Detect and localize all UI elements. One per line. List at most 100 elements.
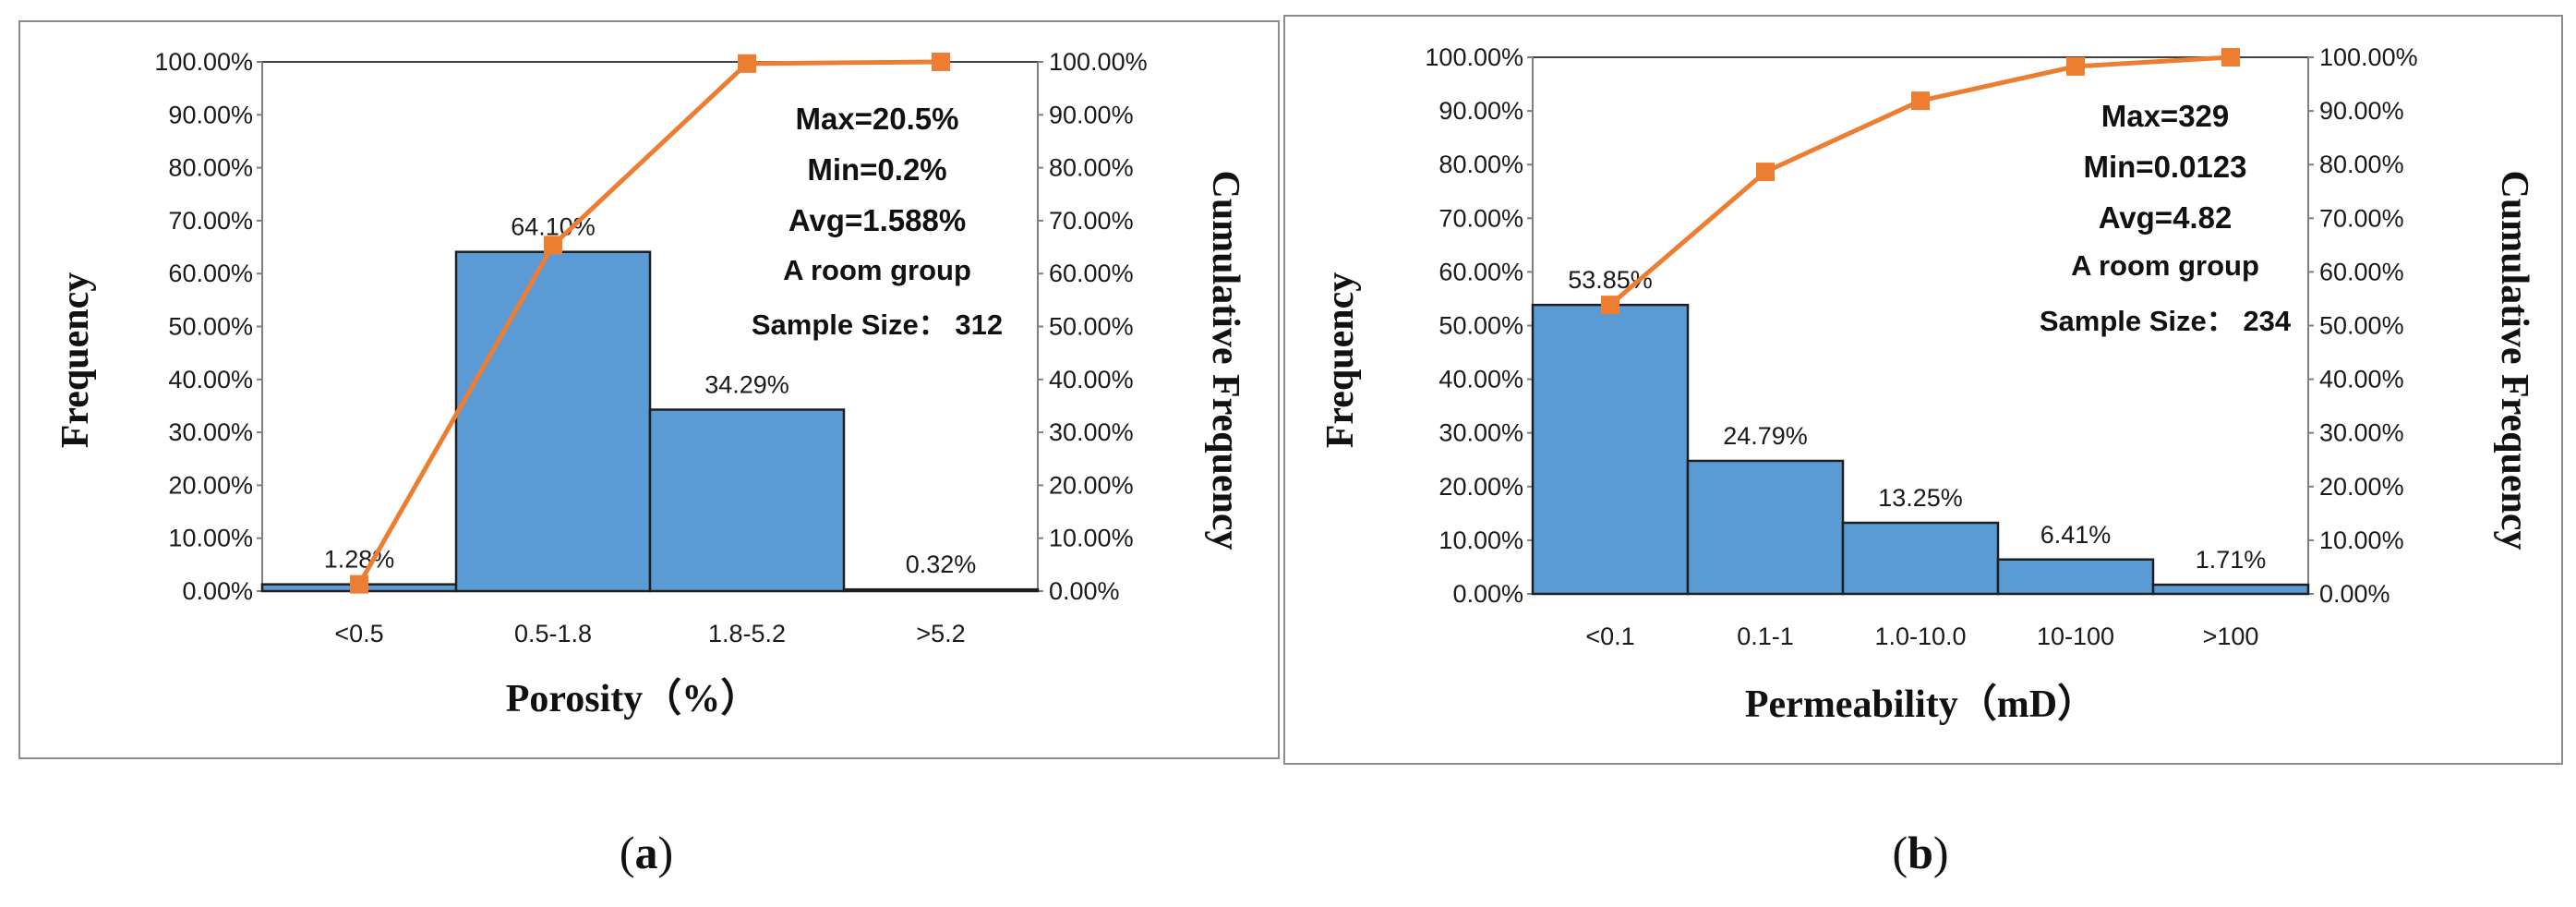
panel-a-sample-size: Sample Size： 312 — [752, 308, 1003, 341]
permeability-y2-tick-label: 30.00% — [2319, 419, 2404, 447]
permeability-cumulative-point — [1601, 296, 1619, 315]
porosity-y2-tick-label: 100.00% — [1049, 48, 1148, 76]
porosity-bar — [842, 587, 1040, 593]
permeability-y-tick-label: 0.00% — [1452, 580, 1523, 608]
permeability-y2-tick-label: 10.00% — [2319, 526, 2404, 554]
panel-b-caption: (b) — [1892, 827, 1948, 878]
porosity-cumulative-point — [738, 54, 756, 73]
porosity-y2-tick-label: 0.00% — [1049, 577, 1120, 605]
permeability-bar — [2151, 583, 2310, 596]
permeability-y2-tick-label: 20.00% — [2319, 473, 2404, 501]
porosity-y-tick-label: 0.00% — [182, 577, 253, 605]
permeability-y2-tick-label: 40.00% — [2319, 366, 2404, 393]
permeability-y-tick-label: 40.00% — [1438, 366, 1523, 393]
permeability-cumulative-point — [2066, 56, 2085, 76]
permeability-x-tick-label: 0.1-1 — [1737, 623, 1794, 650]
permeability-bar-data-label: 13.25% — [1878, 484, 1963, 512]
panel-b-frame — [1283, 15, 2563, 765]
porosity-y-tick-label: 50.00% — [168, 313, 253, 341]
porosity-x-tick-label: 1.8-5.2 — [708, 620, 786, 647]
porosity-y-tick-label: 10.00% — [168, 525, 253, 552]
porosity-y-tick-label: 20.00% — [168, 471, 253, 499]
porosity-cumulative-point — [350, 574, 368, 594]
panel-b-stat-avg: Avg=4.82 — [2099, 200, 2233, 235]
porosity-y2-tick-label: 20.00% — [1049, 471, 1134, 499]
permeability-x-tick-label: 10-100 — [2037, 623, 2114, 650]
porosity-x-tick-label: >5.2 — [916, 620, 965, 647]
porosity-y2-tick-label: 30.00% — [1049, 418, 1134, 446]
porosity-bar-data-label: 1.28% — [324, 546, 395, 574]
permeability-cumulative-point — [2221, 48, 2240, 67]
porosity-y2-tick-label: 40.00% — [1049, 366, 1134, 393]
panel-b-x-axis-title: Permeability（mD） — [1745, 683, 2096, 726]
permeability-y-tick-label: 60.00% — [1438, 258, 1523, 285]
permeability-x-tick-label: 1.0-10.0 — [1874, 623, 1966, 650]
permeability-y-tick-label: 90.00% — [1438, 97, 1523, 125]
permeability-y2-tick-label: 60.00% — [2319, 258, 2404, 285]
panel-b-group-label: A room group — [2071, 249, 2259, 282]
porosity-y2-tick-label: 90.00% — [1049, 101, 1134, 128]
permeability-y2-tick-label: 0.00% — [2319, 580, 2390, 608]
porosity-y-tick-label: 70.00% — [168, 207, 253, 235]
panel-a-group-label: A room group — [783, 254, 971, 286]
panel-a-stat-max: Max=20.5% — [795, 102, 958, 136]
permeability-bar — [1686, 459, 1845, 596]
chart-porosity: 0.00% 0.00% 10.00% 10.00% 20.00% 20.00% 30.00%… — [154, 48, 1147, 647]
porosity-bar — [454, 250, 652, 593]
porosity-y2-tick-label: 80.00% — [1049, 154, 1134, 182]
permeability-y-tick-label: 80.00% — [1438, 151, 1523, 178]
panel-b-stat-min: Min=0.0123 — [2083, 150, 2246, 184]
permeability-cumulative-point — [1911, 91, 1930, 111]
permeability-y-tick-label: 50.00% — [1438, 312, 1523, 340]
permeability-y-tick-label: 30.00% — [1438, 419, 1523, 447]
porosity-y2-tick-label: 70.00% — [1049, 207, 1134, 235]
permeability-y2-tick-label: 80.00% — [2319, 151, 2404, 178]
porosity-y-tick-label: 40.00% — [168, 366, 253, 393]
porosity-y2-tick-label: 60.00% — [1049, 260, 1134, 287]
panel-b-y-axis-title: Frequency — [1319, 272, 1362, 449]
porosity-cumulative-point — [544, 236, 562, 255]
permeability-x-tick-label: <0.1 — [1585, 623, 1634, 650]
panel-a-y-axis-title: Frequency — [54, 272, 97, 449]
panel-a-stat-min: Min=0.2% — [807, 152, 946, 187]
permeability-y2-tick-label: 70.00% — [2319, 204, 2404, 232]
permeability-bar-data-label: 1.71% — [2196, 546, 2267, 574]
panel-a-x-axis-title: Porosity（%） — [506, 677, 760, 720]
permeability-y2-tick-label: 90.00% — [2319, 97, 2404, 125]
porosity-y-tick-label: 100.00% — [154, 48, 253, 76]
permeability-bar — [1531, 303, 1690, 596]
porosity-y-tick-label: 90.00% — [168, 101, 253, 128]
porosity-cumulative-line — [356, 59, 942, 586]
porosity-x-tick-label: 0.5-1.8 — [514, 620, 592, 647]
porosity-cumulative-point — [932, 53, 950, 71]
porosity-x-tick-label: <0.5 — [334, 620, 383, 647]
permeability-y-tick-label: 10.00% — [1438, 526, 1523, 554]
permeability-bar-data-label: 6.41% — [2040, 521, 2112, 549]
permeability-y-tick-label: 20.00% — [1438, 473, 1523, 501]
permeability-bar-data-label: 24.79% — [1723, 422, 1808, 450]
porosity-bar-data-label: 0.32% — [906, 550, 977, 578]
panel-a-caption: (a) — [620, 827, 673, 878]
permeability-x-tick-label: >100 — [2203, 623, 2259, 650]
permeability-cumulative-point — [1756, 163, 1775, 182]
panel-b-y2-axis-title: Cumulative Frequency — [2493, 170, 2535, 550]
porosity-bar-data-label: 34.29% — [704, 371, 789, 399]
permeability-bar — [1841, 521, 2000, 596]
panel-b-stat-max: Max=329 — [2101, 99, 2230, 133]
porosity-y2-tick-label: 10.00% — [1049, 525, 1134, 552]
permeability-y-tick-label: 70.00% — [1438, 204, 1523, 232]
porosity-bar — [648, 408, 846, 593]
permeability-y2-tick-label: 100.00% — [2319, 43, 2418, 71]
panel-a-y2-axis-title: Cumulative Frequency — [1204, 170, 1246, 550]
porosity-y-tick-label: 80.00% — [168, 154, 253, 182]
chart-permeability: 0.00% 0.00% 10.00% 10.00% 20.00% 20.00% 30.00%… — [1425, 43, 2417, 650]
porosity-y2-tick-label: 50.00% — [1049, 313, 1134, 341]
porosity-y-tick-label: 30.00% — [168, 418, 253, 446]
porosity-y-tick-label: 60.00% — [168, 260, 253, 287]
panel-a-stat-avg: Avg=1.588% — [788, 203, 966, 237]
panel-b-sample-size: Sample Size： 234 — [2040, 305, 2292, 337]
permeability-y2-tick-label: 50.00% — [2319, 312, 2404, 340]
permeability-y-tick-label: 100.00% — [1425, 43, 1523, 71]
permeability-bar — [1996, 558, 2155, 596]
